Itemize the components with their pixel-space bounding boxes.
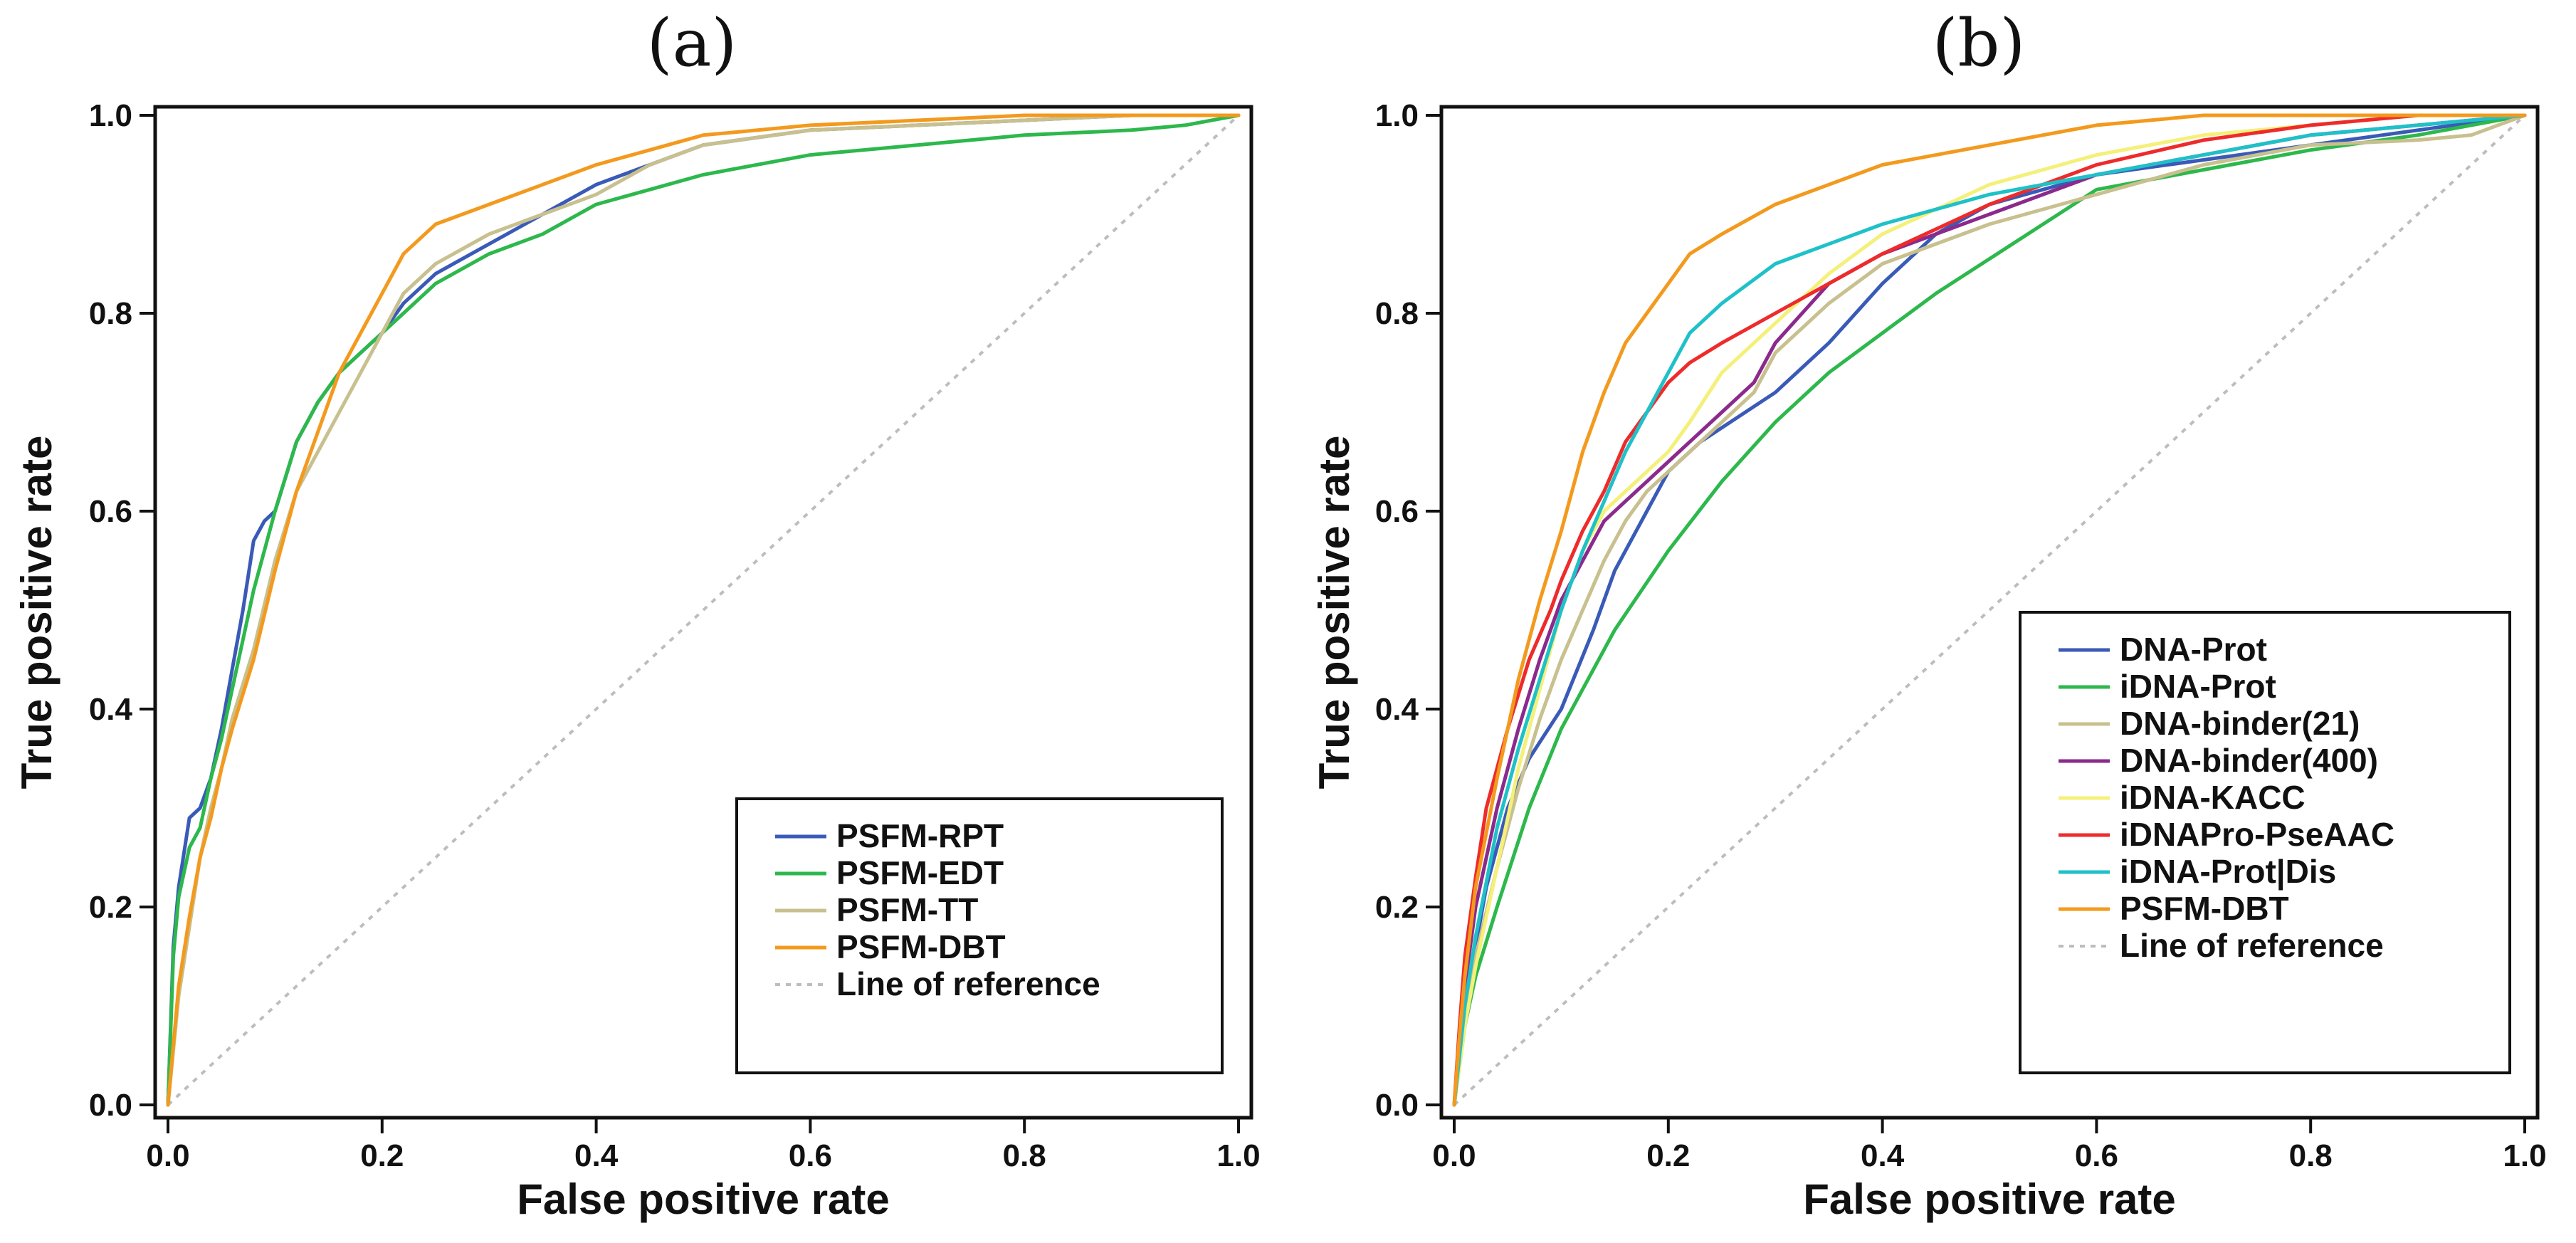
series-line-b-idna-kacc — [1452, 113, 2527, 1107]
reference-line-a — [167, 114, 1240, 1106]
legend-label-a-line-of-reference: Line of reference — [836, 965, 1100, 1002]
x-axis-title-a: False positive rate — [517, 1175, 890, 1223]
x-tick-label-a-1: 0.2 — [360, 1138, 404, 1173]
series-line-a-psfm-edt — [166, 113, 1241, 1107]
x-tick-label-b-1: 0.2 — [1646, 1138, 1690, 1173]
chart-panel-b: (b) 0.0 0.2 0.4 0.6 0.8 1.0 0.0 0.2 0.4 0.6 0.8 1.0… — [1310, 5, 2547, 1223]
legend-label-b-idna-prot-dis: iDNA-Prot|Dis — [2120, 853, 2336, 890]
x-axis-title-b: False positive rate — [1803, 1175, 2176, 1223]
reference-line-b — [1453, 114, 2526, 1106]
plot-area-a — [166, 113, 1241, 1107]
panel-label-a: (a) — [647, 5, 737, 81]
y-tick-label-b-0: 0.0 — [1375, 1088, 1419, 1123]
legend-label-b-psfm-dbt: PSFM-DBT — [2120, 890, 2289, 927]
plot-frame-a — [153, 105, 1253, 1120]
legend-label-b-dna-prot: DNA-Prot — [2120, 631, 2267, 668]
legend-label-a-psfm-dbt: PSFM-DBT — [836, 928, 1006, 965]
x-tick-label-a-5: 1.0 — [1216, 1138, 1260, 1173]
legend-label-a-psfm-tt: PSFM-TT — [836, 891, 978, 928]
legend-b: DNA-ProtiDNA-ProtDNA-binder(21)DNA-binde… — [2019, 611, 2511, 1074]
legend-label-b-dna-binder-21: DNA-binder(21) — [2120, 705, 2360, 742]
x-tick-label-a-0: 0.0 — [146, 1138, 189, 1173]
legend-box-b — [2019, 611, 2511, 1074]
y-tick-label-b-2: 0.4 — [1375, 692, 1419, 727]
panel-label-b: (b) — [1933, 5, 2026, 81]
y-tick-label-b-1: 0.2 — [1375, 890, 1419, 925]
legend-label-b-idna-kacc: iDNA-KACC — [2120, 779, 2306, 816]
chart-panel-a: (a) 0.0 0.2 0.4 0.6 0.8 1.0 0.0 0.2 0.4 0.6 0.8 1.0… — [13, 5, 1261, 1223]
legend-label-b-idnapro-pseaac: iDNAPro-PseAAC — [2120, 816, 2394, 853]
y-tick-label-a-3: 0.6 — [89, 494, 132, 529]
x-tick-label-b-2: 0.4 — [1861, 1138, 1905, 1173]
x-tick-label-a-2: 0.4 — [574, 1138, 619, 1173]
legend-label-b-dna-binder-400: DNA-binder(400) — [2120, 742, 2378, 779]
y-tick-label-b-4: 0.8 — [1375, 296, 1419, 331]
y-tick-label-a-5: 1.0 — [89, 98, 132, 133]
x-tick-label-b-3: 0.6 — [2075, 1138, 2118, 1173]
series-line-a-psfm-dbt — [166, 113, 1241, 1107]
y-tick-label-a-1: 0.2 — [89, 890, 132, 925]
x-tick-label-a-3: 0.6 — [789, 1138, 832, 1173]
legend-box-a — [735, 797, 1224, 1074]
x-tick-label-b-5: 1.0 — [2503, 1138, 2546, 1173]
axis-ticks-b: 0.0 0.2 0.4 0.6 0.8 1.0 0.0 0.2 0.4 0.6 0.8 1.0 — [1375, 98, 2547, 1173]
series-line-b-psfm-dbt — [1452, 113, 2527, 1107]
plot-area-b — [1452, 113, 2527, 1107]
y-tick-label-a-4: 0.8 — [89, 296, 132, 331]
legend-label-b-line-of-reference: Line of reference — [2120, 927, 2384, 964]
y-tick-label-b-5: 1.0 — [1375, 98, 1419, 133]
legend-label-a-psfm-edt: PSFM-EDT — [836, 854, 1004, 891]
y-tick-label-a-0: 0.0 — [89, 1088, 132, 1123]
legend-label-a-psfm-rpt: PSFM-RPT — [836, 817, 1004, 854]
legend-label-b-idna-prot: iDNA-Prot — [2120, 668, 2276, 705]
x-tick-label-a-4: 0.8 — [1003, 1138, 1046, 1173]
y-tick-label-a-2: 0.4 — [89, 692, 133, 727]
x-tick-label-b-0: 0.0 — [1432, 1138, 1476, 1173]
y-axis-title-b: True positive rate — [1310, 436, 1358, 790]
plot-frame-b — [1439, 105, 2540, 1120]
y-tick-label-b-3: 0.6 — [1375, 494, 1419, 529]
y-axis-title-a: True positive rate — [13, 436, 61, 790]
series-line-b-idna-prot-dis — [1452, 113, 2527, 1107]
axis-ticks-a: 0.0 0.2 0.4 0.6 0.8 1.0 0.0 0.2 0.4 0.6 0.8 1.0 — [89, 98, 1261, 1173]
x-tick-label-b-4: 0.8 — [2289, 1138, 2333, 1173]
